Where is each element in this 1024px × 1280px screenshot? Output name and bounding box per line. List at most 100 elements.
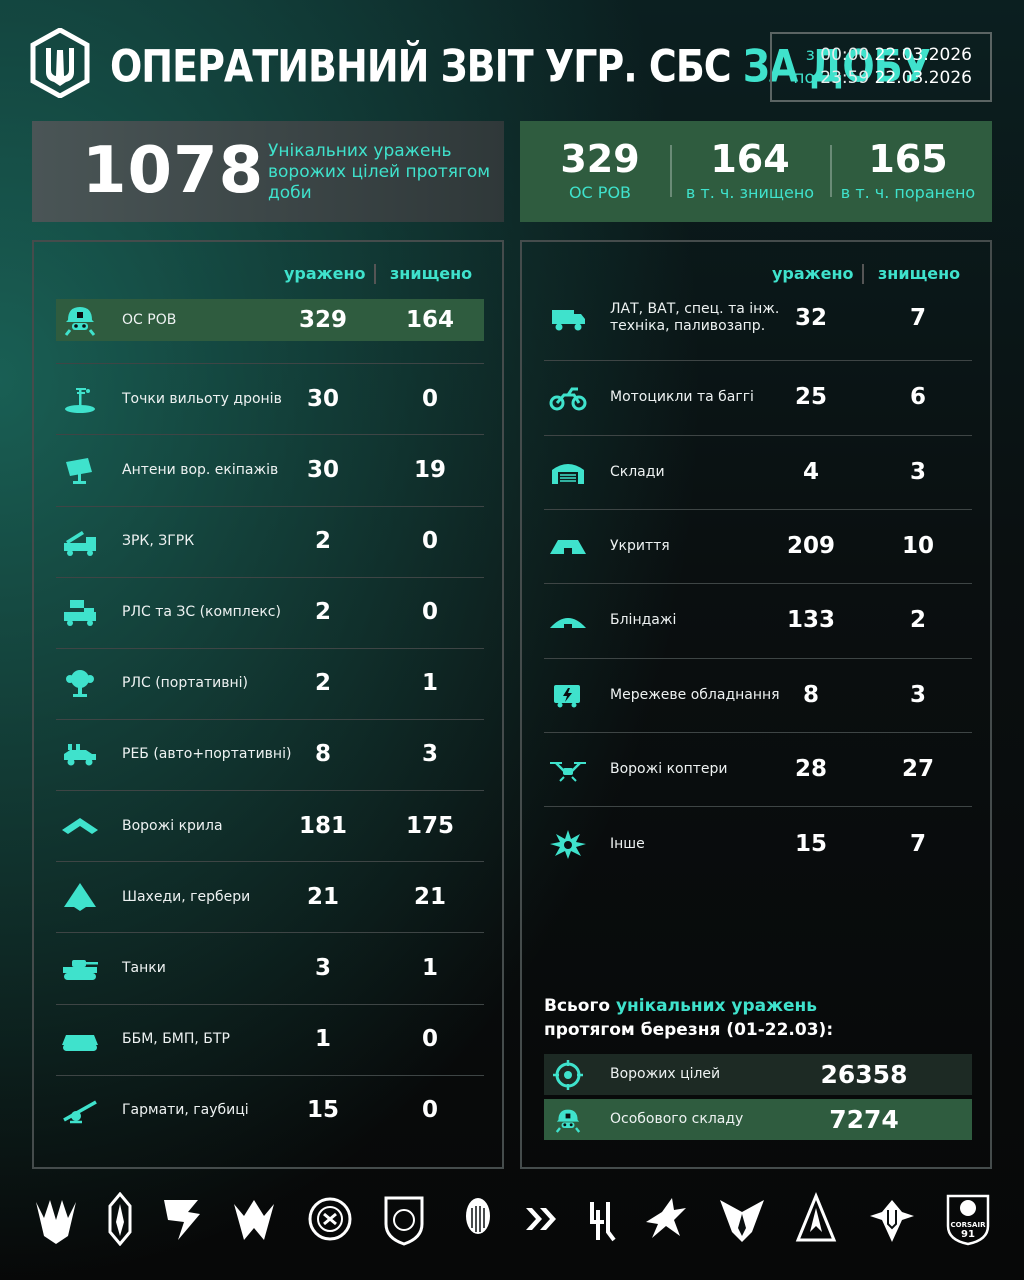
table-row: Мотоцикли та баггі 25 6 [544, 376, 972, 418]
monthly-total-row: Особового складу 7274 [544, 1099, 972, 1140]
row-destroyed-value: 164 [405, 307, 454, 333]
divider [544, 732, 972, 733]
unit-emblems-footer: CORSAIR 91 [30, 1192, 994, 1246]
row-label-line1: ЛАТ, ВАТ, спец. та інж. [610, 301, 780, 317]
unit-emblem-icon [308, 1197, 352, 1241]
row-label: ЛАТ, ВАТ, спец. та інж. техніка, паливоз… [610, 297, 779, 339]
row-label: Мережеве обладнання [610, 686, 780, 703]
portable-radar-icon [66, 670, 94, 697]
table-row: ОС РОВ 329 164 [56, 299, 484, 341]
tank-icon [63, 960, 98, 980]
row-hit-value: 329 [298, 307, 347, 333]
truck-icon [552, 310, 585, 331]
row-label: Склади [610, 463, 665, 480]
row-hit-value: 2 [314, 528, 331, 554]
monthly-total-row: Ворожих цілей 26358 [544, 1054, 972, 1095]
drone-launch-point-icon [65, 388, 95, 413]
row-destroyed-value: 2 [909, 607, 926, 633]
period-to-time: 23:59 [820, 68, 870, 88]
period-to-label: по [793, 68, 815, 88]
row-label: Ворожі крила [122, 817, 223, 834]
divider [56, 861, 484, 862]
shahed-drone-icon [64, 883, 96, 911]
row-hit-value: 8 [314, 741, 331, 767]
row-destroyed-value: 19 [413, 457, 446, 483]
radar-truck-icon [64, 600, 96, 626]
unit-emblem-icon [870, 1200, 914, 1242]
personnel-summary-box: 329 ОС РОВ 164 в т. ч. знищено 165 в т. … [520, 121, 992, 222]
unit-emblem-icon [526, 1208, 556, 1230]
divider [374, 264, 376, 284]
summary-cell-wounded: 165 в т. ч. поранено [836, 121, 980, 222]
row-hit-value: 209 [786, 533, 835, 559]
table-row: Бліндажі 133 2 [544, 599, 972, 641]
row-hit-value: 32 [794, 305, 827, 331]
row-destroyed-value: 10 [901, 533, 934, 559]
table-row: Антени вор. екіпажів 30 19 [56, 449, 484, 491]
table-row: ББМ, БМП, БТР 1 0 [56, 1018, 484, 1060]
column-header-hit: уражено [772, 264, 854, 283]
row-hit-value: 15 [794, 831, 827, 857]
table-row: Мережеве обладнання 8 3 [544, 674, 972, 716]
divider [544, 583, 972, 584]
sam-launcher-icon [64, 531, 96, 556]
table-row: РЛС (портативні) 2 1 [56, 662, 484, 704]
table-row: Ворожі крила 181 175 [56, 805, 484, 847]
row-label: РЕБ (авто+портативні) [122, 745, 292, 762]
row-label-line2: техніка, паливозапр. [610, 318, 766, 334]
row-destroyed-value: 3 [421, 741, 438, 767]
row-hit-value: 30 [306, 457, 339, 483]
row-label: Антени вор. екіпажів [122, 461, 279, 478]
row-label: ЗРК, ЗГРК [122, 532, 195, 549]
monthly-totals-title: Всього унікальних уражень протягом берез… [544, 994, 833, 1042]
column-header-destroyed: знищено [390, 264, 473, 283]
row-destroyed-value: 1 [421, 955, 438, 981]
quadcopter-icon [550, 762, 586, 782]
table-row: ЛАТ, ВАТ, спец. та інж. техніка, паливоз… [544, 297, 972, 339]
row-hit-value: 2 [314, 670, 331, 696]
period-from-label: з [805, 45, 815, 65]
row-destroyed-value: 6 [909, 384, 926, 410]
row-hit-value: 133 [786, 607, 835, 633]
motorcycle-icon [549, 387, 587, 411]
row-destroyed-value: 0 [421, 386, 438, 412]
report-period: з 00:00 22.03.2026 по 23:59 22.03.2026 [770, 32, 992, 102]
summary-label: в т. ч. поранено [840, 183, 976, 202]
network-equipment-icon [554, 685, 580, 708]
row-hit-value: 8 [802, 682, 819, 708]
divider [544, 806, 972, 807]
daily-total-value: 1078 [82, 134, 265, 208]
divider [56, 719, 484, 720]
row-label: Гармати, гаубиці [122, 1101, 249, 1118]
unit-emblem-icon [36, 1200, 76, 1244]
table-row: Танки 3 1 [56, 947, 484, 989]
row-destroyed-value: 0 [421, 599, 438, 625]
divider [56, 1075, 484, 1076]
divider [56, 363, 484, 364]
table-row: РЕБ (авто+портативні) 8 3 [56, 733, 484, 775]
soldier-helmet-icon [555, 1109, 581, 1133]
divider [862, 264, 864, 284]
row-hit-value: 25 [794, 384, 827, 410]
summary-label: в т. ч. знищено [685, 183, 815, 202]
row-destroyed-value: 7 [909, 831, 926, 857]
unit-emblem-icon [164, 1200, 200, 1240]
divider [830, 145, 832, 197]
row-label: Ворожі коптери [610, 760, 728, 777]
dugout-icon [550, 618, 586, 628]
row-destroyed-value: 175 [405, 813, 454, 839]
row-hit-value: 4 [802, 459, 819, 485]
summary-label: ОС РОВ [568, 183, 632, 202]
row-label: Мотоцикли та баггі [610, 388, 754, 405]
shelter-icon [550, 540, 586, 554]
totals-title-prefix: Всього [544, 996, 611, 1016]
sbs-trident-logo [30, 27, 90, 99]
row-label: РЛС та ЗС (комплекс) [122, 603, 281, 620]
unit-emblem-icon [720, 1200, 764, 1242]
row-destroyed-value: 3 [909, 459, 926, 485]
row-label: Інше [610, 835, 645, 852]
table-row: Шахеди, гербери 21 21 [56, 876, 484, 918]
row-destroyed-value: 3 [909, 682, 926, 708]
row-hit-value: 3 [314, 955, 331, 981]
divider [56, 434, 484, 435]
